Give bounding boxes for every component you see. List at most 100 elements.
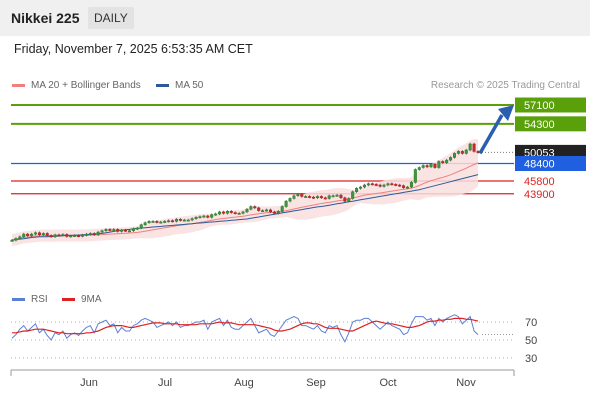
candle <box>366 183 370 186</box>
candle <box>468 143 472 151</box>
candle <box>464 149 468 154</box>
candle <box>347 198 351 202</box>
instrument-title: Nikkei 225 <box>11 10 80 26</box>
x-tick-label: Aug <box>234 377 254 389</box>
candle <box>456 151 460 154</box>
candle <box>472 143 476 152</box>
research-credit: Research © 2025 Trading Central <box>430 80 580 91</box>
candle <box>280 206 284 212</box>
x-tick-label: Jul <box>158 377 172 389</box>
candle <box>214 213 218 216</box>
x-tick-label: Nov <box>456 377 476 389</box>
candle <box>296 194 300 197</box>
candle <box>425 165 429 168</box>
candle <box>421 165 425 168</box>
candle <box>300 194 304 197</box>
candle <box>460 151 464 154</box>
price-label-57100: 57100 <box>515 97 586 113</box>
legend-rsi-ma: 9MA <box>62 294 102 305</box>
price-label-text: 45800 <box>524 176 555 188</box>
period-button[interactable]: DAILY <box>88 7 134 29</box>
candle <box>143 222 147 225</box>
candle <box>65 234 69 237</box>
price-label-45800: 45800 <box>524 176 555 188</box>
candle <box>194 217 198 219</box>
candle <box>147 221 151 223</box>
candle <box>218 211 222 215</box>
candle <box>92 233 96 236</box>
candle <box>445 159 449 164</box>
candle <box>315 196 319 199</box>
candle <box>53 234 57 238</box>
forecast-arrow <box>478 114 504 155</box>
candle <box>331 195 335 198</box>
price-label-54300: 54300 <box>515 116 586 132</box>
candle <box>339 194 343 199</box>
price-label-text: 54300 <box>524 119 555 131</box>
candle <box>374 184 378 186</box>
candle <box>249 206 253 210</box>
candle <box>26 233 30 237</box>
candle <box>112 229 116 231</box>
candle <box>163 221 167 223</box>
candle <box>394 184 398 186</box>
candle <box>202 215 206 218</box>
price-label-48400: 48400 <box>515 156 586 171</box>
candle <box>292 195 296 199</box>
candle <box>355 188 359 192</box>
legend-ma50-label: MA 50 <box>175 80 204 91</box>
candle <box>245 208 249 213</box>
candle <box>69 235 73 238</box>
legend-ma50-swatch <box>156 83 169 87</box>
price-label-text: 48400 <box>524 159 555 171</box>
candle <box>319 196 323 199</box>
timestamp: Friday, November 7, 2025 6:53:35 AM CET <box>14 42 253 56</box>
candle <box>131 228 135 231</box>
candle <box>359 186 363 189</box>
legend-rsi: RSI <box>12 294 48 305</box>
candle <box>167 220 171 223</box>
candle <box>104 229 108 231</box>
price-label-text: 57100 <box>524 100 555 112</box>
legend-ma20-label: MA 20 + Bollinger Bands <box>31 80 141 91</box>
candle <box>124 229 128 232</box>
candle <box>221 211 225 214</box>
candle <box>120 229 124 232</box>
price-label-box <box>515 116 586 132</box>
candle <box>10 239 14 242</box>
candle <box>437 161 441 168</box>
candle <box>241 211 245 214</box>
candle <box>409 182 413 188</box>
rsi-level-label: 50 <box>525 335 537 347</box>
candle <box>178 219 182 221</box>
candle <box>135 227 139 230</box>
legend-rsi-swatch <box>12 297 25 301</box>
legend-ma50: MA 50 <box>156 80 203 91</box>
price-label-box <box>515 97 586 113</box>
candle <box>61 234 65 236</box>
rsi-ma-line <box>12 317 479 335</box>
candle <box>233 212 237 215</box>
candle <box>323 197 327 200</box>
candle <box>308 196 312 198</box>
candle <box>429 163 433 168</box>
x-tick-label: Oct <box>379 377 396 389</box>
candle <box>14 238 18 241</box>
price-label-text: 43900 <box>524 189 555 201</box>
rsi-line <box>11 314 479 343</box>
candle <box>18 236 22 239</box>
candle <box>41 233 45 236</box>
legend-rsi-label: RSI <box>31 294 48 305</box>
candle <box>155 221 159 223</box>
legend-rsi-ma-label: 9MA <box>81 294 102 305</box>
candle <box>351 191 355 199</box>
candle <box>186 219 190 222</box>
candle <box>449 157 453 161</box>
candle <box>406 186 410 189</box>
candle <box>312 196 316 199</box>
forecast-arrow-head <box>498 105 514 121</box>
candle <box>33 232 38 235</box>
candle <box>417 167 421 170</box>
candle <box>452 153 457 158</box>
candle <box>174 219 178 222</box>
